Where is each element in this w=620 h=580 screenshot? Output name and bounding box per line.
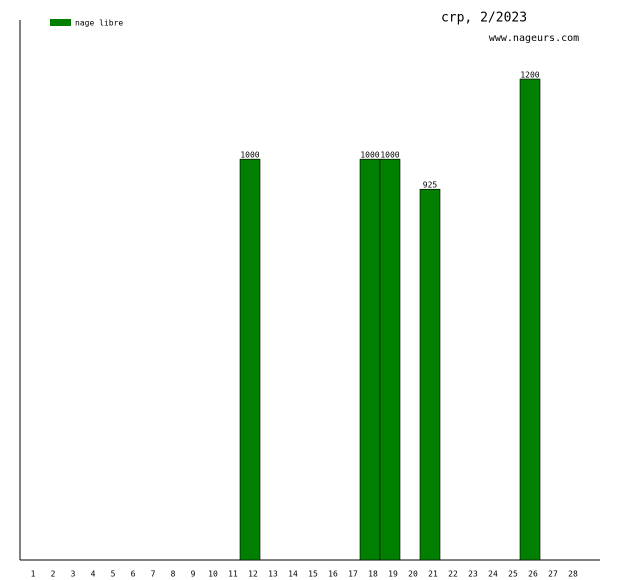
chart-subtitle: www.nageurs.com <box>489 33 579 44</box>
x-tick-label: 3 <box>71 570 76 579</box>
bar <box>419 188 441 561</box>
x-tick-label: 28 <box>568 570 578 579</box>
chart-title: crp, 2/2023 <box>441 11 527 26</box>
x-tick-label: 9 <box>191 570 196 579</box>
x-tick-label: 25 <box>508 570 518 579</box>
bar <box>239 158 261 561</box>
data-label: 925 <box>423 181 438 190</box>
bar <box>359 158 381 561</box>
x-tick-label: 5 <box>111 570 116 579</box>
x-tick-label: 2 <box>51 570 56 579</box>
x-tick-label: 24 <box>488 570 498 579</box>
data-label: 1000 <box>240 151 259 160</box>
x-tick-label: 13 <box>268 570 278 579</box>
x-tick-label: 26 <box>528 570 538 579</box>
data-label: 1200 <box>520 71 539 80</box>
x-tick-label: 27 <box>548 570 558 579</box>
bar <box>379 158 401 561</box>
x-tick-label: 16 <box>328 570 338 579</box>
x-tick-label: 20 <box>408 570 418 579</box>
x-tick-label: 18 <box>368 570 378 579</box>
x-tick-label: 23 <box>468 570 478 579</box>
x-tick-label: 4 <box>91 570 96 579</box>
x-tick-label: 6 <box>131 570 136 579</box>
x-tick-label: 14 <box>288 570 298 579</box>
legend-swatch <box>50 19 71 26</box>
bar <box>519 78 541 561</box>
x-tick-label: 7 <box>151 570 156 579</box>
x-tick-label: 21 <box>428 570 438 579</box>
x-tick-label: 19 <box>388 570 398 579</box>
x-tick-label: 15 <box>308 570 318 579</box>
x-tick-label: 10 <box>208 570 218 579</box>
x-tick-label: 1 <box>31 570 36 579</box>
x-tick-label: 22 <box>448 570 458 579</box>
x-tick-label: 11 <box>228 570 238 579</box>
x-tick-label: 17 <box>348 570 358 579</box>
data-label: 1000 <box>360 151 379 160</box>
data-label: 1000 <box>380 151 399 160</box>
x-tick-label: 12 <box>248 570 258 579</box>
x-tick-label: 8 <box>171 570 176 579</box>
legend-label: nage libre <box>75 19 123 28</box>
